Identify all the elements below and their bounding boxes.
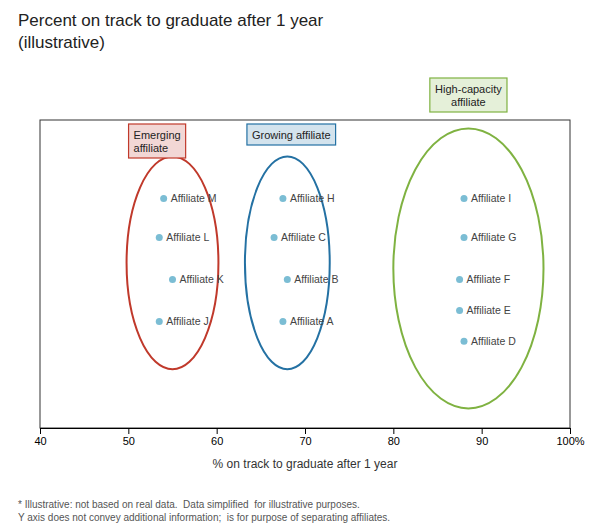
text-line: * Illustrative: not based on real data. …	[18, 499, 360, 510]
ellipse-label-box	[129, 124, 186, 158]
tick-label: 70	[299, 435, 311, 447]
tick-mark	[40, 428, 41, 434]
ellipse-label: Growing affiliate	[247, 124, 336, 145]
group-ellipse	[245, 156, 330, 369]
tick-mark	[482, 428, 483, 434]
ellipse-label-text: Emergingaffiliate	[134, 129, 181, 154]
point-label: Affiliate F	[467, 273, 511, 285]
point	[461, 195, 468, 202]
ellipse-label: Emergingaffiliate	[129, 124, 186, 158]
point	[279, 195, 286, 202]
point	[279, 318, 286, 325]
x-axis-title: % on track to graduate after 1 year	[213, 457, 398, 471]
point-label: Affiliate C	[281, 231, 326, 243]
x-axis-line	[41, 429, 571, 435]
tick-mark	[393, 428, 394, 434]
ellipse-label-box	[247, 124, 336, 145]
point-label: Affiliate K	[180, 273, 224, 285]
x-tick: 70	[299, 428, 311, 447]
x-axis: 40 50 60 70 80 90 100%	[34, 428, 584, 447]
text-line: Y axis does not convey additional inform…	[18, 512, 390, 523]
point	[456, 307, 463, 314]
point-label: Affiliate M	[171, 192, 217, 204]
ellipse-label: High-capacityaffiliate	[430, 78, 507, 112]
ellipse-labels: EmergingaffiliateGrowing affiliateHigh-c…	[129, 78, 507, 158]
x-tick: 40	[34, 428, 46, 447]
group-ellipse	[127, 156, 219, 369]
text-line: affiliate	[451, 96, 486, 108]
tick-mark	[128, 428, 129, 434]
x-tick: 50	[123, 428, 135, 447]
tick-mark	[570, 428, 571, 434]
tick-label: 50	[123, 435, 135, 447]
text-line: High-capacity	[435, 83, 502, 95]
point	[284, 276, 291, 283]
point-label: Affiliate A	[290, 315, 334, 327]
plot-frame	[40, 120, 570, 428]
point	[169, 276, 176, 283]
point-label: Affiliate B	[294, 273, 338, 285]
point	[160, 195, 167, 202]
text-line: affiliate	[134, 142, 169, 154]
tick-label: 60	[211, 435, 223, 447]
point-label: Affiliate D	[471, 335, 516, 347]
point-labels: Affiliate M Affiliate L Affiliate K Affilia…	[166, 192, 516, 347]
marks	[127, 128, 544, 408]
tick-mark	[217, 428, 218, 434]
ellipse-label-box	[430, 78, 507, 112]
footnote: * Illustrative: not based on real data. …	[18, 499, 390, 523]
point	[156, 318, 163, 325]
point-label: Affiliate J	[166, 315, 208, 327]
point-label: Affiliate L	[166, 231, 209, 243]
x-tick: 100%	[556, 428, 584, 447]
text-line: Percent on track to graduate after 1 yea…	[18, 11, 324, 30]
point-label: Affiliate I	[471, 192, 511, 204]
tick-label: 100%	[556, 435, 584, 447]
ellipse-label-text: Growing affiliate	[252, 129, 331, 141]
x-tick: 80	[388, 428, 400, 447]
tick-label: 90	[476, 435, 488, 447]
point	[461, 338, 468, 345]
plot: 40 50 60 70 80 90 100% % on track to graduate a…	[34, 78, 584, 471]
tick-label: 80	[388, 435, 400, 447]
point	[271, 234, 278, 241]
tick-mark	[305, 428, 306, 434]
tick-label: 40	[34, 435, 46, 447]
title: Percent on track to graduate after 1 yea…	[18, 11, 324, 52]
x-tick: 60	[211, 428, 223, 447]
text-line: (illustrative)	[18, 33, 105, 52]
point	[461, 234, 468, 241]
text-line: Growing affiliate	[252, 129, 331, 141]
text-line: Emerging	[134, 129, 181, 141]
point-label: Affiliate H	[290, 192, 335, 204]
group-ellipse	[393, 128, 543, 408]
x-tick: 90	[476, 428, 488, 447]
point-label: Affiliate G	[471, 231, 516, 243]
point	[156, 234, 163, 241]
ellipse-label-text: High-capacityaffiliate	[435, 83, 502, 108]
point-label: Affiliate E	[467, 304, 511, 316]
point	[456, 276, 463, 283]
